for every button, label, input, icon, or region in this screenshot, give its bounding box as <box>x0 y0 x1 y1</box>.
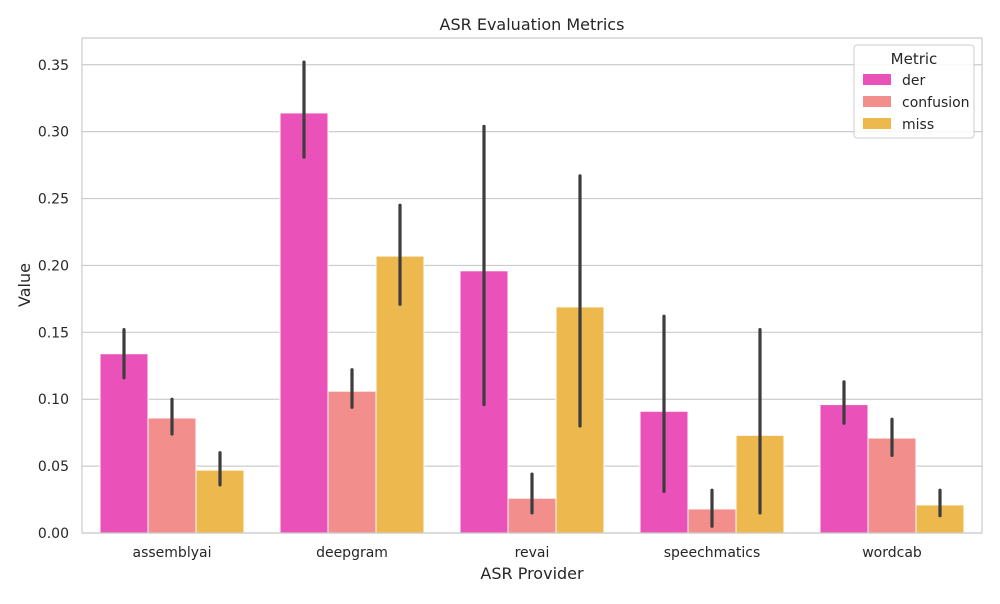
x-tick-labels: assemblyai deepgram revai speechmatics wordc… <box>133 545 922 561</box>
legend-swatch-der <box>863 74 891 85</box>
y-tick-labels: 0.00 0.05 0.10 0.15 0.20 0.25 0.30 0.35 <box>38 58 69 542</box>
y-tick-label: 0.20 <box>38 258 69 274</box>
y-tick-label: 0.10 <box>38 392 69 408</box>
y-tick-label: 0.05 <box>38 459 69 475</box>
legend-label-der: der <box>902 73 926 89</box>
legend-swatch-miss <box>863 118 891 129</box>
x-tick-label: wordcab <box>862 545 922 561</box>
bar-der-assemblyai <box>99 353 149 534</box>
grid-lines <box>82 64 982 534</box>
y-axis-label: Value <box>15 263 34 307</box>
x-tick-label: revai <box>515 545 550 561</box>
y-tick-label: 0.15 <box>38 325 69 341</box>
legend-title: Metric <box>891 50 938 68</box>
legend-label-confusion: confusion <box>902 95 970 111</box>
x-tick-label: assemblyai <box>133 545 212 561</box>
plot-frame <box>81 37 983 534</box>
legend-label-miss: miss <box>902 117 934 133</box>
legend: Metric der confusion miss <box>853 44 975 139</box>
x-tick-label: speechmatics <box>664 545 761 561</box>
bar-der-deepgram <box>279 112 329 534</box>
y-tick-label: 0.00 <box>38 526 69 542</box>
bar-confusion-assemblyai <box>147 417 197 534</box>
bar-confusion-deepgram <box>327 390 377 534</box>
error-bars <box>122 60 942 528</box>
legend-swatch-confusion <box>863 96 891 107</box>
chart-title: ASR Evaluation Metrics <box>440 15 625 34</box>
y-tick-label: 0.30 <box>38 125 69 141</box>
x-tick-label: deepgram <box>316 545 388 561</box>
y-tick-label: 0.25 <box>38 192 69 208</box>
y-tick-label: 0.35 <box>38 58 69 74</box>
bars <box>99 112 965 534</box>
legend-box <box>853 44 975 139</box>
x-axis-label: ASR Provider <box>480 564 584 583</box>
